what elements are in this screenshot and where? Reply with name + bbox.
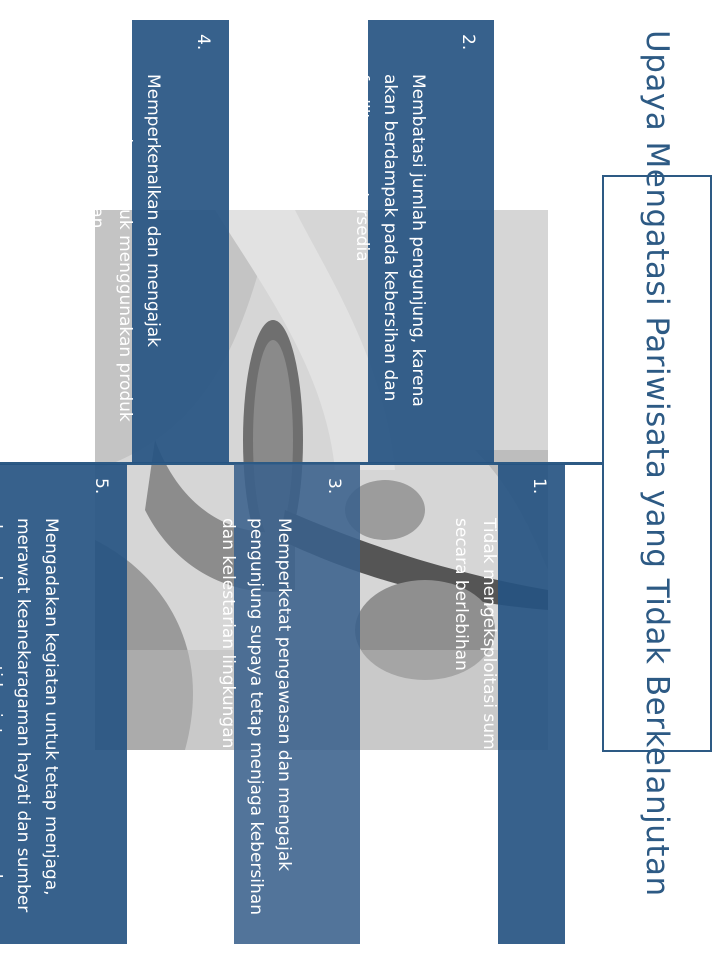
timeline-line (0, 462, 604, 465)
item-number: 2. (458, 34, 478, 51)
card-item-1: 1. Tidak mengeksploitasi sumber daya ala… (451, 464, 565, 944)
card-item-4: 4. Memperkenalkan dan mengajak pengunjun… (87, 20, 229, 463)
item-text: Membatasi jumlah pengunjung, karena akan… (352, 74, 428, 407)
title-box: Upaya Mengatasi Pariwisata yang Tidak Be… (602, 30, 712, 897)
item-number: 4. (193, 34, 213, 51)
card-item-5: 5. Mengadakan kegiatan untuk tetap menja… (0, 464, 127, 944)
item-number: 5. (91, 478, 111, 495)
item-text: Memperkenalkan dan mengajak pengunjung u… (87, 74, 163, 422)
item-text: Mengadakan kegiatan untuk tetap menjaga,… (0, 518, 61, 913)
item-number: 1. (529, 478, 549, 495)
item-number: 3. (324, 478, 344, 495)
item-text: Memperketat pengawasan dan mengajak peng… (218, 518, 294, 915)
item-text: Tidak mengeksploitasi sumber daya alam s… (451, 518, 499, 873)
page-title: Upaya Mengatasi Pariwisata yang Tidak Be… (639, 30, 675, 897)
card-item-3: 3. Memperketat pengawasan dan mengajak p… (218, 464, 360, 944)
card-item-2: 2. Membatasi jumlah pengunjung, karena a… (352, 20, 494, 463)
